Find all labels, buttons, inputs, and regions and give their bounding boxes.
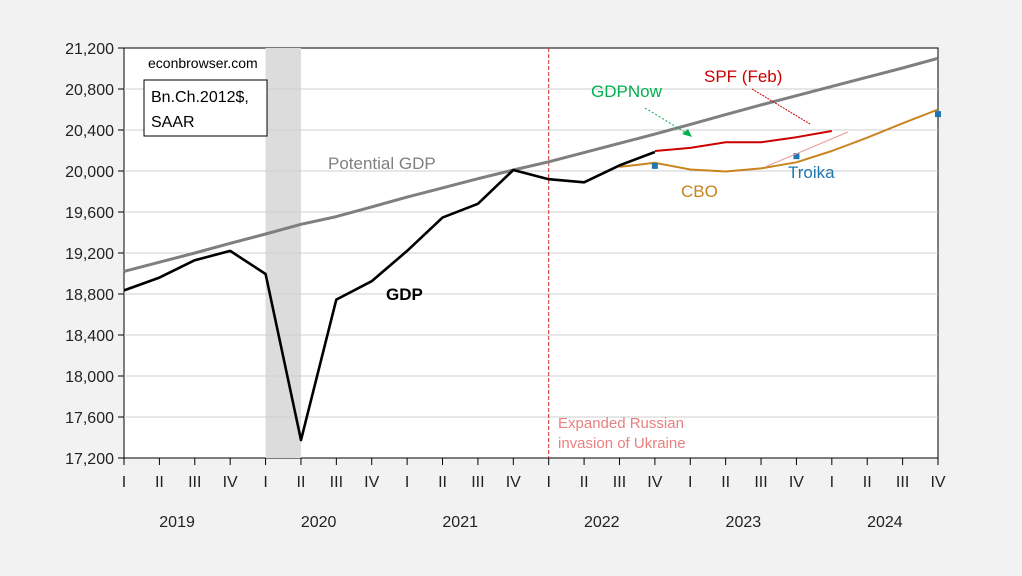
x-tick-label: IV: [930, 474, 945, 491]
x-tick-label: I: [546, 474, 550, 491]
gdp-label: GDP: [386, 285, 423, 304]
potential-gdp-line: [123, 56, 939, 273]
y-tick-label: 19,200: [65, 246, 114, 263]
y-tick-label: 21,200: [65, 41, 114, 58]
year-label: 2020: [301, 514, 337, 531]
x-tick-label: III: [188, 474, 201, 491]
units-line-2: SAAR: [151, 114, 195, 131]
y-tick-label: 18,000: [65, 369, 114, 386]
x-tick-label: IV: [506, 474, 521, 491]
units-box-frame: [143, 79, 268, 137]
year-label: 2021: [442, 514, 478, 531]
y-tick-label: 18,800: [65, 287, 114, 304]
troika-point: [793, 153, 800, 160]
troika-point: [935, 111, 941, 118]
y-tick-label: 20,400: [65, 123, 114, 140]
x-tick-label: II: [438, 474, 447, 491]
x-tick-label: I: [405, 474, 409, 491]
x-tick-label: IV: [223, 474, 238, 491]
y-tick-label: 20,000: [65, 164, 114, 181]
y-tick-label: 17,200: [65, 451, 114, 468]
x-tick-label: III: [613, 474, 626, 491]
year-label: 2023: [726, 514, 762, 531]
x-tick-label: II: [297, 474, 306, 491]
cbo-line: [619, 108, 939, 173]
year-label: 2019: [159, 514, 195, 531]
cbo-label: CBO: [681, 182, 718, 201]
x-tick-label: III: [754, 474, 767, 491]
source-text: econbrowser.com: [148, 55, 258, 71]
gdp-line: [123, 150, 656, 442]
spf-feb-line: [654, 130, 832, 152]
x-tick-label: III: [896, 474, 909, 491]
y-tick-label: 20,800: [65, 82, 114, 99]
x-tick-label: IV: [789, 474, 804, 491]
y-tick-label: 18,400: [65, 328, 114, 345]
gdpnow-pointer-line: [644, 107, 689, 135]
x-tick-label: I: [122, 474, 126, 491]
event-label-line-1: Expanded Russian: [558, 415, 684, 432]
source-label: econbrowser.com: [148, 55, 258, 71]
x-tick-label: III: [471, 474, 484, 491]
troika-label: Troika: [788, 163, 835, 182]
x-tick-label: I: [263, 474, 267, 491]
year-label: 2022: [584, 514, 620, 531]
y-tick-label: 17,600: [65, 410, 114, 427]
units-box: Bn.Ch.2012$, SAAR: [143, 79, 268, 137]
x-tick-label: II: [580, 474, 589, 491]
troika-pointer-line: [764, 131, 849, 168]
gdpnow-pointer-arrowhead: [682, 129, 692, 137]
spf-pointer-line: [751, 88, 811, 125]
y-tick-label: 19,600: [65, 205, 114, 222]
units-line-1: Bn.Ch.2012$,: [151, 89, 249, 106]
year-label: 2024: [867, 514, 903, 531]
x-tick-label: I: [830, 474, 834, 491]
potential-gdp-label: Potential GDP: [328, 154, 436, 173]
spf-label: SPF (Feb): [704, 67, 782, 86]
x-tick-label: IV: [364, 474, 379, 491]
event-label-line-2: invasion of Ukraine: [558, 435, 686, 452]
troika-point: [651, 162, 658, 169]
x-tick-label: IV: [647, 474, 662, 491]
x-tick-label: II: [863, 474, 872, 491]
x-tick-label: I: [688, 474, 692, 491]
x-tick-label: II: [721, 474, 730, 491]
x-tick-label: III: [330, 474, 343, 491]
gdpnow-label: GDPNow: [591, 82, 663, 101]
x-tick-label: II: [155, 474, 164, 491]
